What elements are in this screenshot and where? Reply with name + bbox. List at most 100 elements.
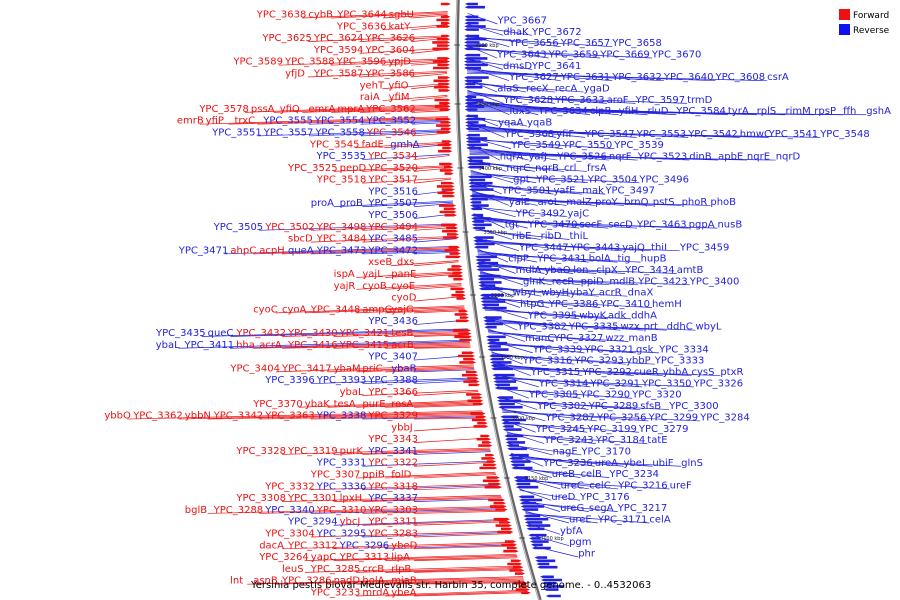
- forward-gene-label: YPC_3551: [211, 127, 262, 138]
- reverse-leader-line: [475, 229, 570, 240]
- reverse-gene-label: adk: [608, 310, 626, 321]
- forward-gene-mark: [463, 357, 476, 361]
- reverse-gene-mark: [497, 399, 521, 403]
- reverse-gene-label: amtB: [677, 265, 704, 276]
- forward-gene-mark: [437, 63, 451, 67]
- reverse-gene-mark: [466, 156, 490, 159]
- forward-leader-line: [224, 245, 457, 255]
- forward-gene-label: YPC_3313: [339, 552, 390, 563]
- reverse-gene-label: YPC_3256: [596, 412, 647, 423]
- forward-leader-line: [281, 343, 471, 349]
- reverse-gene-label: YPC_3170: [580, 446, 631, 457]
- genome-axis: [455, 0, 542, 600]
- forward-gene-label: YPC_3296: [339, 540, 390, 551]
- reverse-gene-label: ureE: [569, 514, 592, 525]
- forward-gene-mark: [436, 130, 452, 134]
- forward-leader-line: [385, 272, 461, 278]
- reverse-gene-mark: [464, 15, 479, 19]
- reverse-gene-label: recX: [526, 84, 549, 95]
- reverse-gene-label: YPC_3597: [634, 95, 685, 106]
- reverse-gene-mark: [471, 217, 491, 220]
- reverse-leader-line: [470, 169, 514, 184]
- forward-gene-label: yapC: [311, 552, 336, 563]
- forward-gene-label: proA: [311, 198, 334, 209]
- map-caption: Yersinia pestis biovar Medievalis str. H…: [250, 580, 651, 591]
- forward-gene-label: YPC_3545: [309, 139, 360, 150]
- forward-gene-mark: [442, 229, 459, 233]
- reverse-gene-mark: [465, 117, 486, 121]
- forward-gene-label: YPC_3535: [315, 151, 366, 162]
- forward-gene-mark: [481, 441, 492, 444]
- reverse-gene-mark: [487, 345, 501, 348]
- forward-gene-label: YPC_3485: [367, 234, 418, 245]
- reverse-gene-mark: [525, 524, 551, 527]
- forward-gene-label: asnB: [253, 576, 278, 587]
- reverse-gene-label: nusB: [717, 220, 742, 231]
- reverse-gene-label: YPC_3350: [641, 378, 692, 389]
- forward-gene-mark: [489, 505, 507, 508]
- reverse-gene-label: YPC_3667: [496, 16, 547, 27]
- reverse-gene-label: yqaA: [498, 118, 523, 129]
- forward-gene-mark: [440, 121, 452, 124]
- reverse-gene-mark: [530, 543, 543, 547]
- reverse-gene-mark: [468, 188, 494, 191]
- reverse-gene-label: YPC_3289: [588, 401, 639, 412]
- reverse-gene-label: YPC_3434: [624, 265, 675, 276]
- forward-leader-line: [413, 155, 450, 160]
- forward-gene-label: ampG: [362, 304, 392, 315]
- forward-leader-line: [385, 403, 481, 408]
- forward-leader-line: [385, 309, 465, 314]
- forward-gene-mark: [436, 44, 451, 47]
- reverse-gene-mark: [515, 482, 531, 486]
- reverse-gene-mark: [464, 2, 478, 6]
- forward-gene-mark: [472, 402, 484, 406]
- forward-leader-line: [413, 569, 521, 573]
- forward-leader-line: [362, 497, 502, 502]
- reverse-gene-mark: [493, 380, 517, 383]
- reverse-leader-line: [467, 35, 561, 48]
- forward-gene-label: YPC_3516: [367, 186, 418, 197]
- reverse-gene-label: secD: [608, 220, 633, 231]
- forward-leader-line: [413, 369, 475, 373]
- forward-gene-label: YPC_3417: [281, 363, 332, 374]
- forward-leader-line: [362, 389, 479, 396]
- forward-leader-line: [360, 109, 448, 113]
- reverse-gene-label: YPC_3521: [535, 174, 586, 185]
- reverse-gene-label: YPC_3643: [496, 50, 547, 61]
- reverse-gene-label: YPC_3305: [528, 390, 579, 401]
- forward-leader-line: [333, 344, 471, 349]
- reverse-gene-label: ybeL: [624, 458, 648, 469]
- reverse-gene-label: YPC_3410: [599, 299, 650, 310]
- forward-gene-mark: [453, 329, 471, 332]
- reverse-gene-mark: [491, 367, 514, 371]
- reverse-gene-mark: [526, 527, 545, 531]
- reverse-gene-label: trmD: [687, 95, 713, 106]
- forward-gene-label: YPC_3411: [184, 340, 235, 351]
- forward-gene-mark: [441, 34, 451, 38]
- forward-leader-line: [362, 532, 511, 538]
- reverse-gene-label: YPC_3176: [579, 492, 630, 503]
- reverse-leader-lines: [466, 13, 867, 558]
- reverse-gene-mark: [486, 338, 500, 342]
- forward-leader-line: [356, 471, 496, 479]
- reverse-gene-mark: [530, 540, 549, 543]
- forward-gene-label: cybB: [308, 10, 333, 21]
- reverse-gene-label: ptxR: [720, 367, 743, 378]
- forward-leader-line: [413, 533, 511, 538]
- forward-leader-line: [362, 450, 491, 455]
- forward-gene-label: yajG: [391, 304, 414, 315]
- forward-gene-mark: [504, 540, 517, 543]
- forward-gene-mark: [446, 226, 459, 230]
- forward-gene-label: YPC_3341: [367, 446, 418, 457]
- reverse-gene-mark: [472, 226, 486, 230]
- reverse-leader-line: [467, 94, 688, 104]
- reverse-leader-line: [484, 309, 632, 320]
- forward-gene-label: proB: [340, 198, 363, 209]
- reverse-gene-mark: [464, 105, 485, 108]
- reverse-gene-label: YPC_3292: [581, 367, 632, 378]
- forward-gene-label: YPC_3328: [235, 446, 286, 457]
- forward-gene-label: YPC_3311: [367, 517, 418, 528]
- forward-leader-line: [330, 59, 448, 66]
- reverse-gene-label: hmwC: [740, 129, 771, 140]
